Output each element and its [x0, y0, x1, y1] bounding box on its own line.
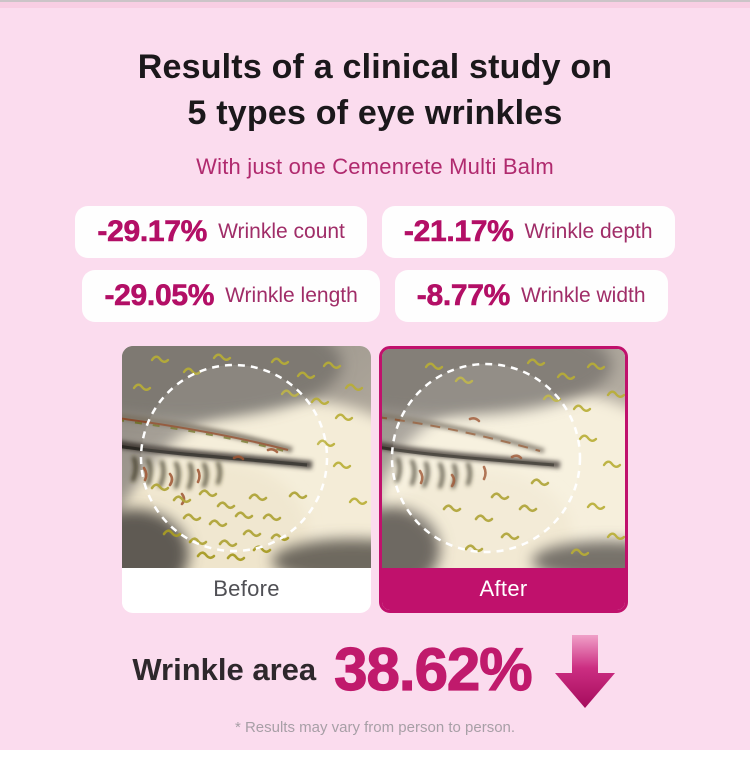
subtitle: With just one Cemenrete Multi Balm	[196, 154, 554, 179]
after-photo	[382, 349, 625, 568]
title-line-1: Results of a clinical study on	[137, 48, 613, 86]
down-arrow-icon	[554, 635, 615, 708]
stats-row-2: -29.05% Wrinkle length -8.77% Wrinkle wi…	[82, 270, 668, 322]
content: Results of a clinical study on 5 types o…	[0, 44, 750, 736]
after-card: After	[379, 346, 628, 613]
bottom-white-strip	[0, 750, 750, 758]
stat-value: -8.77%	[416, 279, 511, 313]
title-line-2: 5 types of eye wrinkles	[187, 94, 563, 132]
measurement-circle	[390, 362, 582, 554]
stat-value: -29.17%	[97, 215, 208, 249]
wrinkle-annotation-marks-2	[132, 353, 368, 505]
stat-label: Wrinkle count	[218, 220, 345, 243]
stat-label: Wrinkle width	[521, 284, 646, 307]
before-label: Before	[122, 568, 371, 610]
red-annotation-marks	[418, 417, 523, 488]
disclaimer-text: * Results may vary from person to person…	[234, 719, 516, 736]
wrinkle-annotation-marks	[150, 483, 308, 562]
wrinkle-annotation-marks-2	[424, 358, 625, 556]
result-row: Wrinkle area 38.62%	[0, 631, 750, 709]
top-tint-strip	[0, 2, 750, 8]
top-border-line	[0, 0, 750, 2]
page-title: Results of a clinical study on 5 types o…	[0, 44, 750, 136]
red-annotation-marks	[142, 448, 279, 506]
stats-row-1: -29.17% Wrinkle count -21.17% Wrinkle de…	[75, 206, 675, 258]
before-card: Before	[122, 346, 371, 613]
result-value: 38.62%	[334, 636, 534, 703]
stat-label: Wrinkle depth	[524, 220, 653, 243]
stat-value: -21.17%	[403, 215, 515, 249]
stat-badge-wrinkle-width: -8.77% Wrinkle width	[394, 270, 668, 322]
stat-badge-wrinkle-depth: -21.17% Wrinkle depth	[381, 206, 675, 258]
stat-badge-wrinkle-count: -29.17% Wrinkle count	[75, 206, 367, 258]
stat-label: Wrinkle length	[225, 284, 358, 307]
measurement-circle	[139, 363, 329, 553]
stat-badge-wrinkle-length: -29.05% Wrinkle length	[82, 270, 380, 322]
wrinkle-annotation-marks	[442, 478, 550, 553]
before-photo	[122, 346, 371, 568]
result-label: Wrinkle area	[132, 652, 317, 687]
after-label: After	[382, 568, 625, 610]
stats-grid: -29.17% Wrinkle count -21.17% Wrinkle de…	[0, 206, 750, 322]
lash-marks	[131, 456, 222, 490]
stat-value: -29.05%	[104, 279, 215, 313]
before-after-comparison: Before	[0, 346, 750, 613]
